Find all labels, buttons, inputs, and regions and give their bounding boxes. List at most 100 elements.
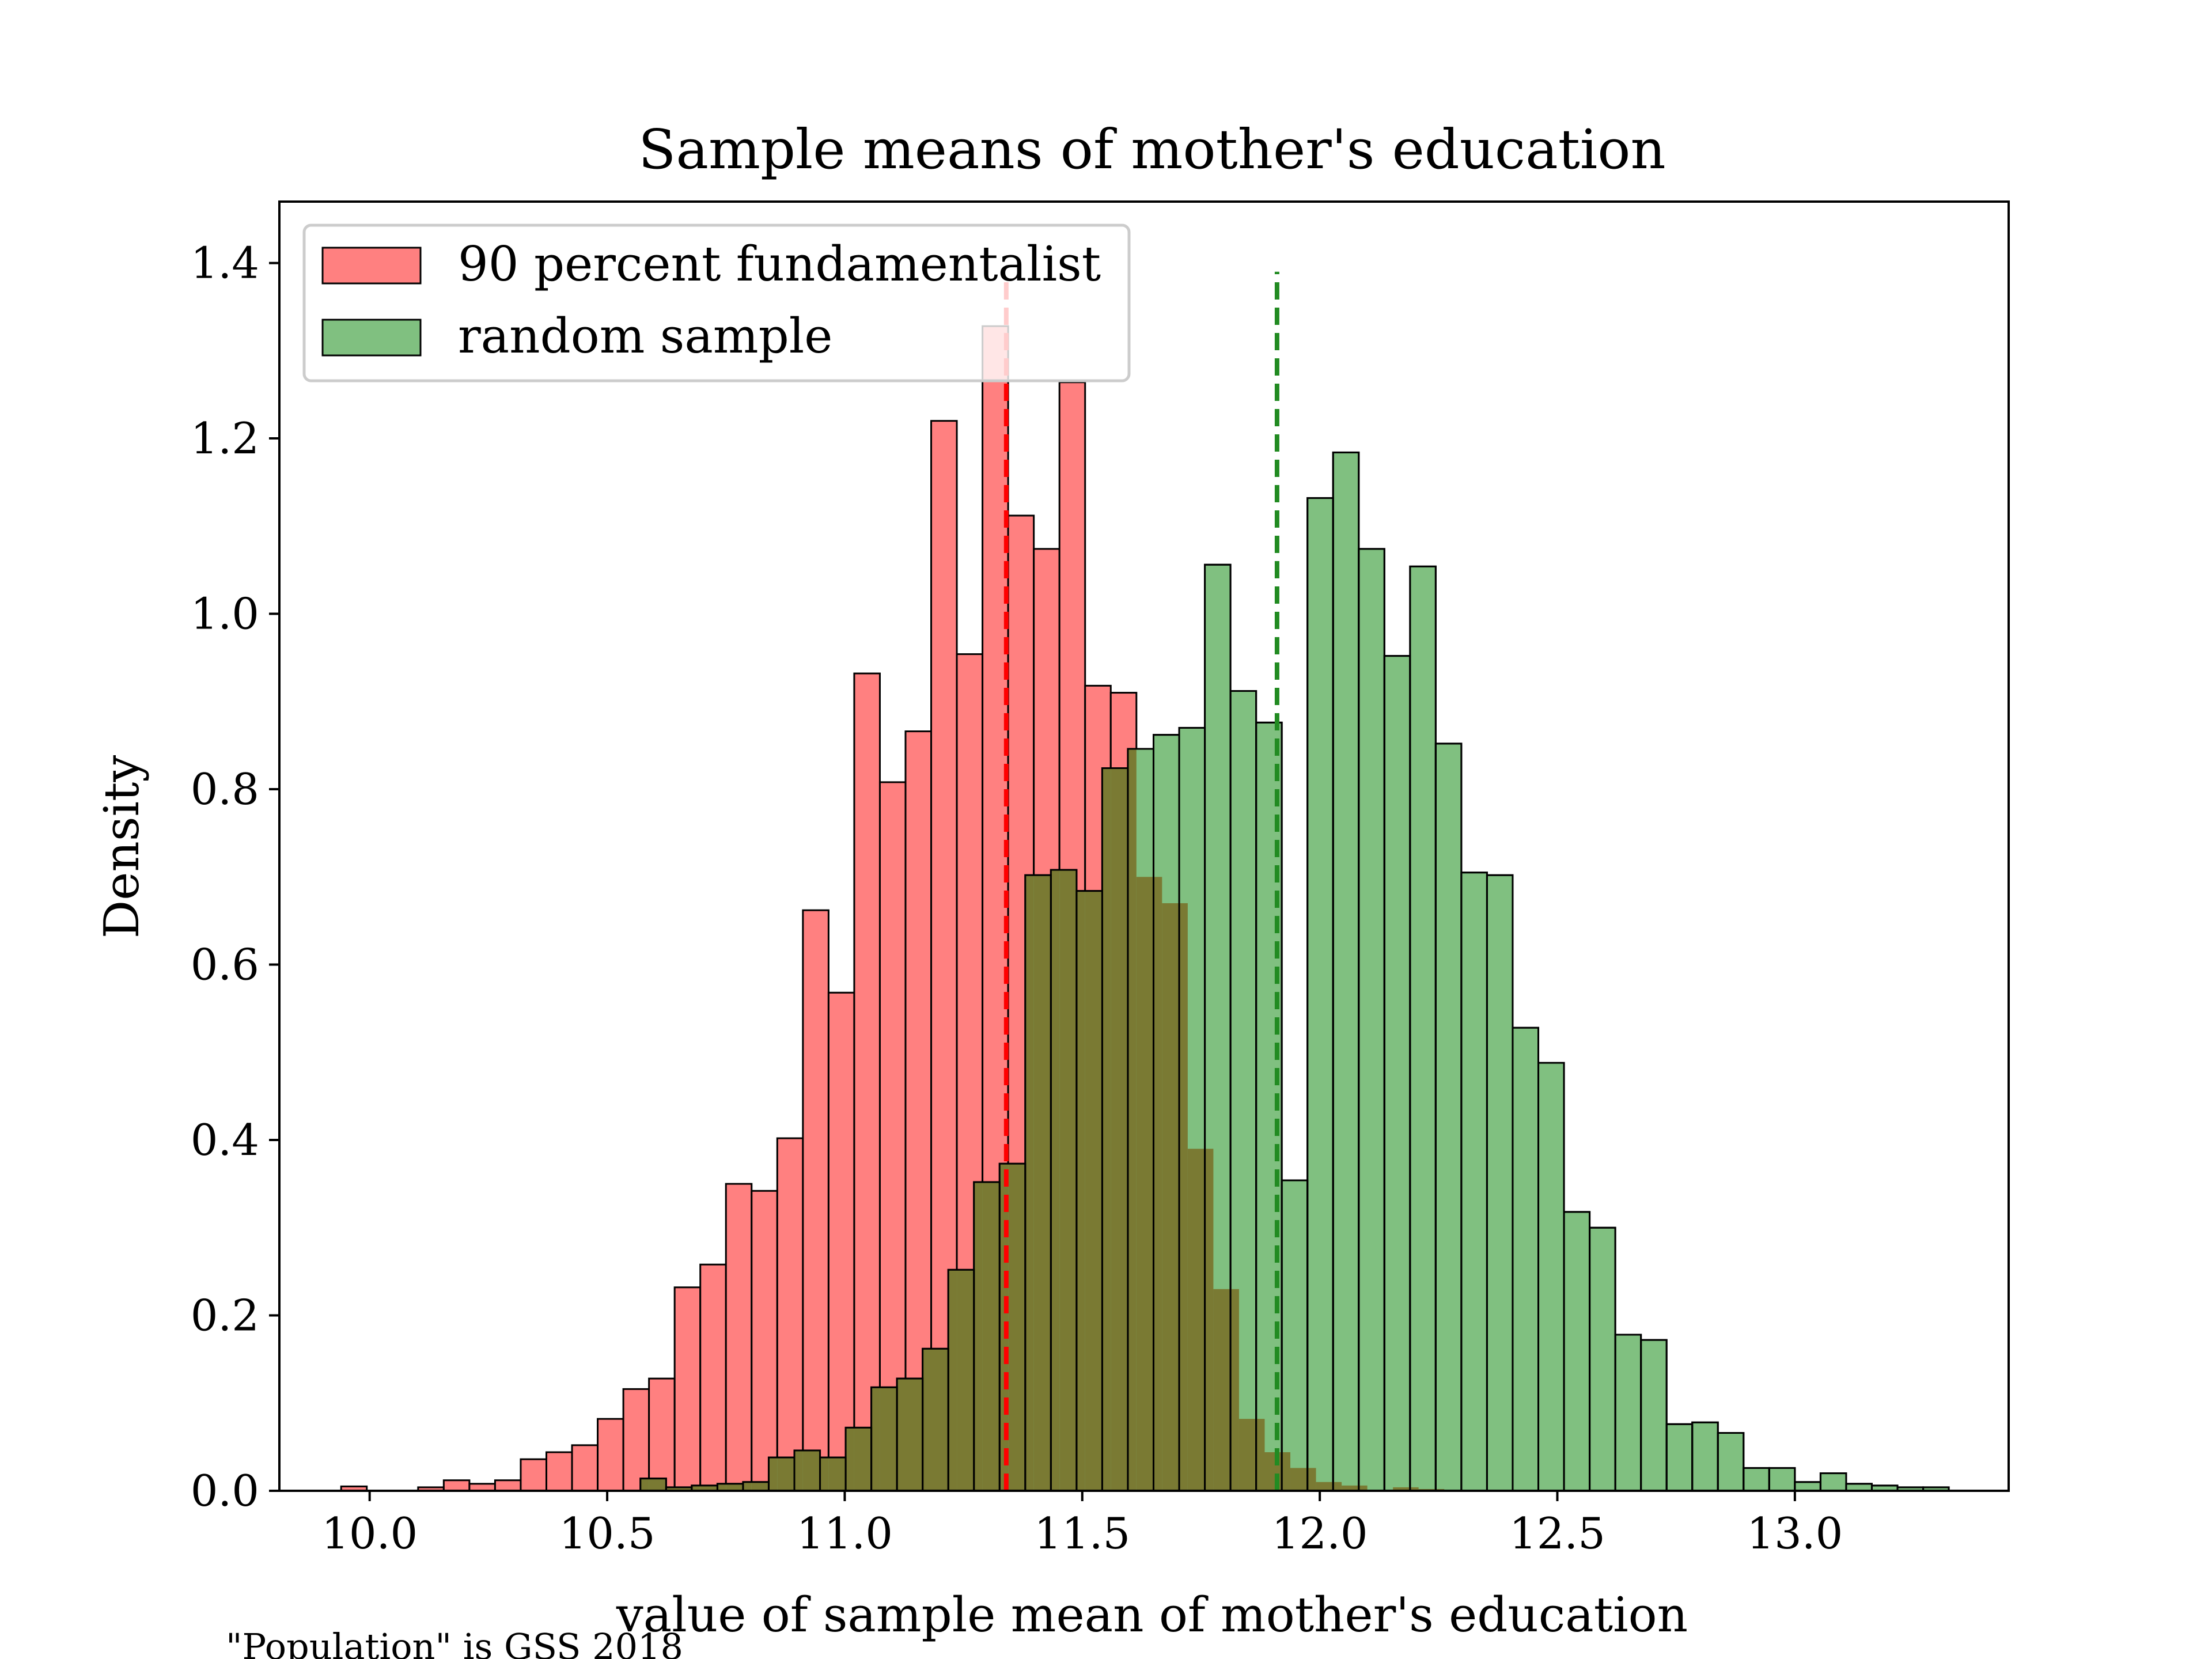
x-axis-label: value of sample mean of mother's educati… (616, 1587, 1688, 1643)
red-bar (622, 1388, 650, 1492)
overlap-bar (717, 1483, 726, 1491)
x-tick-label: 13.0 (1747, 1508, 1843, 1559)
legend-label-green: random sample (458, 308, 832, 364)
legend-label-red: 90 percent fundamentalist (458, 236, 1101, 292)
red-bar (520, 1458, 547, 1492)
overlap-bar (880, 1387, 897, 1491)
legend-swatch-green (321, 319, 422, 357)
y-tick-label: 0.8 (191, 764, 259, 815)
overlap-bar (820, 1457, 829, 1491)
overlap-bar (948, 1270, 957, 1491)
axes-frame (278, 200, 2010, 1492)
green-bar (1358, 548, 1385, 1492)
overlap-bar (1179, 903, 1188, 1491)
red-bar (494, 1479, 522, 1492)
red-bar (878, 781, 907, 1492)
green-bar (1409, 565, 1437, 1492)
green-bar (1819, 1472, 1847, 1492)
green-bar (1768, 1467, 1796, 1492)
green-bar (1512, 1027, 1540, 1492)
overlap-bar (649, 1478, 666, 1491)
overlap-bar (802, 1450, 820, 1491)
y-tick-label: 0.0 (191, 1465, 259, 1516)
source-footnote: "Population" is GSS 2018 (226, 1626, 683, 1659)
red-bar (802, 909, 830, 1492)
red-bar (597, 1418, 624, 1492)
red-bar (776, 1137, 804, 1492)
overlap-bar (1205, 1149, 1214, 1491)
green-bar (1563, 1211, 1591, 1492)
overlap-bar (1008, 1164, 1025, 1491)
green-bar (1691, 1421, 1719, 1492)
overlap-bar (1162, 903, 1180, 1491)
green-bar (1281, 1179, 1309, 1492)
y-tick-label: 1.2 (191, 413, 259, 464)
overlap-bar (1333, 1482, 1342, 1491)
overlap-bar (854, 1427, 872, 1491)
green-bar (1743, 1467, 1770, 1492)
red-bar (751, 1190, 778, 1492)
overlap-bar (1136, 877, 1154, 1491)
overlap-bar (768, 1457, 778, 1491)
green-bar (1717, 1432, 1745, 1492)
legend-frame (302, 224, 1131, 382)
overlap-bar (1076, 891, 1085, 1491)
red-bar (442, 1479, 471, 1492)
legend-swatch-red (321, 247, 422, 285)
overlap-bar (905, 1378, 923, 1491)
overlap-bar (1307, 1468, 1316, 1491)
green-bar (1614, 1334, 1642, 1492)
overlap-bar (1358, 1485, 1368, 1491)
y-tick-label: 0.6 (191, 940, 259, 990)
green-bar (1434, 743, 1463, 1492)
overlap-bar (1033, 875, 1051, 1491)
x-tick-label: 12.0 (1272, 1508, 1368, 1559)
overlap-bar (974, 1182, 983, 1491)
overlap-bar (846, 1427, 854, 1491)
green-bar (1665, 1423, 1694, 1492)
x-tick-label: 12.5 (1509, 1508, 1605, 1559)
red-bar (571, 1444, 599, 1492)
green-bar (1383, 655, 1411, 1492)
overlap-bar (1102, 768, 1111, 1491)
overlap-bar (726, 1483, 743, 1491)
green-bar (1537, 1062, 1565, 1492)
overlap-bar (1342, 1485, 1359, 1491)
overlap-bar (794, 1450, 803, 1491)
axes-border (278, 200, 2010, 1492)
green-bar (1794, 1481, 1821, 1492)
overlap-bar (922, 1349, 931, 1491)
overlap-bar (1393, 1487, 1410, 1491)
y-tick-label: 1.4 (191, 238, 259, 289)
green-bar (1589, 1226, 1616, 1492)
mean-lines (1003, 271, 1279, 1491)
green-bar (1332, 451, 1360, 1492)
overlap-bar (1256, 1419, 1265, 1491)
overlap-bar (931, 1349, 949, 1491)
overlap-bar (1051, 870, 1060, 1491)
red-bar (853, 672, 881, 1492)
overlap-bar (828, 1457, 846, 1491)
red-bar (545, 1451, 573, 1492)
x-tick-label: 11.5 (1034, 1508, 1130, 1559)
red-bar (827, 991, 855, 1492)
overlap-bar (700, 1485, 718, 1491)
overlap-bar (1085, 891, 1103, 1491)
overlap-bar (675, 1487, 692, 1491)
green-bar (1486, 874, 1514, 1492)
overlap-bar (666, 1487, 675, 1491)
overlap-bar (1127, 749, 1137, 1491)
overlap-bar (957, 1270, 974, 1491)
x-tick-label: 10.5 (559, 1508, 656, 1559)
green-bar (1460, 872, 1488, 1492)
red-bar (673, 1286, 702, 1492)
overlap-bar (1111, 768, 1128, 1491)
x-axis-ticks: 10.0 10.5 11.0 11.5 12.0 12.5 13.0 (321, 1491, 1843, 1559)
x-tick-label: 11.0 (797, 1508, 893, 1559)
overlap-bar (1316, 1482, 1334, 1491)
overlap-bar (982, 1182, 1000, 1491)
overlap-bar (1282, 1452, 1291, 1491)
overlap-bar (743, 1482, 752, 1491)
overlap-bar (1187, 1149, 1205, 1491)
